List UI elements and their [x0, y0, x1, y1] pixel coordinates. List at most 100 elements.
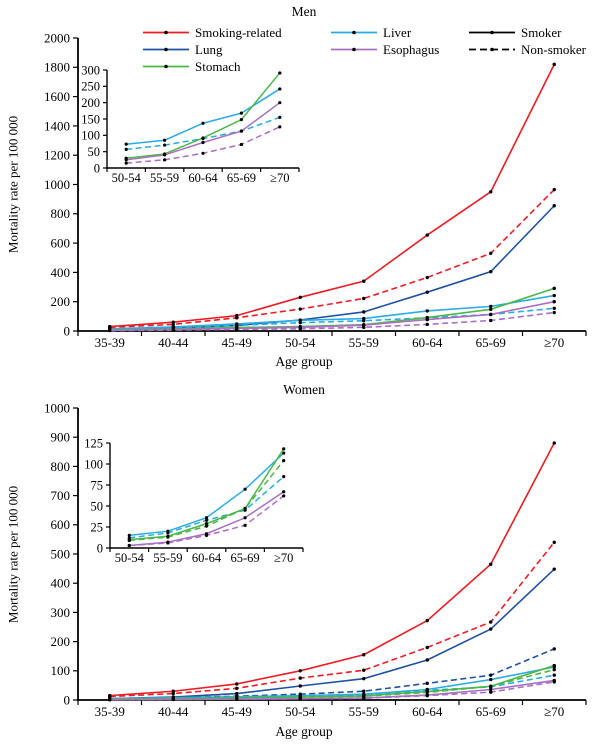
data-point-marker [278, 71, 282, 75]
x-tick-label: 55-59 [349, 704, 379, 719]
data-point-marker [489, 690, 493, 694]
series-esophagus-non-smoker [108, 680, 556, 702]
data-point-marker [425, 317, 429, 322]
data-point-marker [489, 673, 493, 677]
data-point-marker [552, 667, 556, 672]
data-point-marker [171, 328, 175, 332]
data-point-marker [362, 696, 366, 700]
data-point-marker [235, 316, 239, 320]
y-tick-label: 2000 [44, 30, 70, 45]
legend-column: Liver Esophagus [330, 24, 468, 75]
legend-label: Smoker [521, 24, 562, 40]
data-point-marker [425, 233, 429, 237]
legend-label: Liver [383, 24, 412, 40]
data-point-marker [362, 296, 366, 301]
legend-item-esophagus: Esophagus [330, 41, 468, 58]
data-point-marker [282, 475, 286, 479]
legend-item-non-smoker: Non-smoker [468, 41, 600, 58]
data-point-marker [552, 204, 556, 208]
data-point-marker [362, 310, 366, 314]
x-tick-label: 65-69 [227, 171, 256, 185]
x-tick-label: 60-64 [412, 704, 443, 719]
series-smoking-related-non-smoker [108, 540, 556, 699]
x-tick-label: 50-54 [285, 704, 316, 719]
y-tick-label: 300 [81, 63, 100, 77]
men-inset-plot: 0 50 100 150 200 250 300 50-54 55-59 60-64 65-69 ≥7… [81, 63, 300, 185]
x-tick-label: 55-59 [153, 551, 182, 565]
data-point-marker [298, 318, 302, 323]
data-point-marker [171, 697, 175, 702]
data-point-marker [163, 158, 167, 162]
data-point-marker [166, 535, 170, 539]
data-point-marker [489, 251, 493, 256]
data-point-marker [489, 190, 493, 194]
x-tick-label: ≥70 [270, 171, 289, 185]
y-tick-label: 0 [94, 161, 100, 175]
y-tick-label: 900 [51, 430, 71, 445]
data-point-marker [552, 567, 556, 571]
data-point-marker [362, 279, 366, 283]
legend-line-sample-icon [143, 30, 189, 35]
y-tick-label: 25 [91, 520, 104, 534]
legend-line-sample-icon [143, 64, 189, 69]
series-lung-smoker [108, 204, 556, 332]
series-line [109, 311, 555, 332]
y-tick-label: 200 [51, 634, 71, 649]
data-point-marker [489, 304, 493, 309]
data-point-marker [243, 523, 247, 527]
legend-marker-dot [352, 30, 356, 35]
data-point-marker [127, 538, 131, 543]
x-tick-label: ≥70 [544, 704, 564, 719]
legend-label: Stomach [195, 58, 241, 74]
legend-line-sample-icon [469, 47, 515, 52]
data-point-marker [425, 681, 429, 686]
data-point-marker [552, 310, 556, 315]
data-point-marker [489, 318, 493, 323]
y-tick-label: 400 [51, 265, 71, 280]
x-tick-label: 55-59 [349, 335, 379, 350]
data-point-marker [201, 136, 205, 140]
data-point-marker [552, 540, 556, 545]
x-tick-label: 50-54 [112, 171, 142, 185]
data-point-marker [278, 115, 282, 119]
data-point-marker [171, 689, 175, 693]
legend-item-smoker: Smoker [468, 24, 600, 41]
data-point-marker [243, 516, 247, 520]
data-point-marker [163, 138, 167, 142]
series-line [109, 189, 555, 329]
data-point-marker [124, 142, 128, 146]
x-tick-label: 65-69 [231, 551, 260, 565]
legend-column: Smoker Non-smoker [468, 24, 600, 75]
data-point-marker [552, 286, 556, 291]
y-tick-label: 0 [97, 541, 103, 555]
data-point-marker [298, 327, 302, 331]
men-main-plot: 020040060080010001200140016001800200035-… [44, 30, 587, 350]
data-point-marker [362, 653, 366, 657]
series-smoking-related-smoker [108, 441, 556, 698]
x-tick-label: 40-44 [158, 704, 189, 719]
y-tick-label: 1200 [44, 148, 70, 163]
data-point-marker [201, 121, 205, 125]
y-tick-label: 75 [91, 478, 104, 492]
legend-item-stomach: Stomach [142, 58, 330, 75]
data-point-marker [489, 627, 493, 631]
y-tick-label: 100 [81, 129, 100, 143]
x-tick-label: 60-64 [192, 551, 222, 565]
series-esophagus-non-smoker [124, 125, 282, 165]
legend-marker-dot [164, 64, 168, 69]
data-point-marker [298, 295, 302, 300]
men-y-axis-label: Mortality rate per 100 000 [5, 115, 21, 254]
series-stomach-smoker [108, 286, 556, 332]
y-tick-label: 700 [51, 488, 71, 503]
y-tick-label: 300 [51, 605, 71, 620]
data-point-marker [425, 309, 429, 313]
data-point-marker [489, 562, 493, 566]
series-line [109, 541, 555, 698]
y-tick-label: 200 [51, 294, 71, 309]
data-point-marker [163, 153, 167, 157]
data-point-marker [127, 533, 131, 537]
x-tick-label: ≥70 [544, 335, 564, 350]
series-line [109, 300, 555, 332]
